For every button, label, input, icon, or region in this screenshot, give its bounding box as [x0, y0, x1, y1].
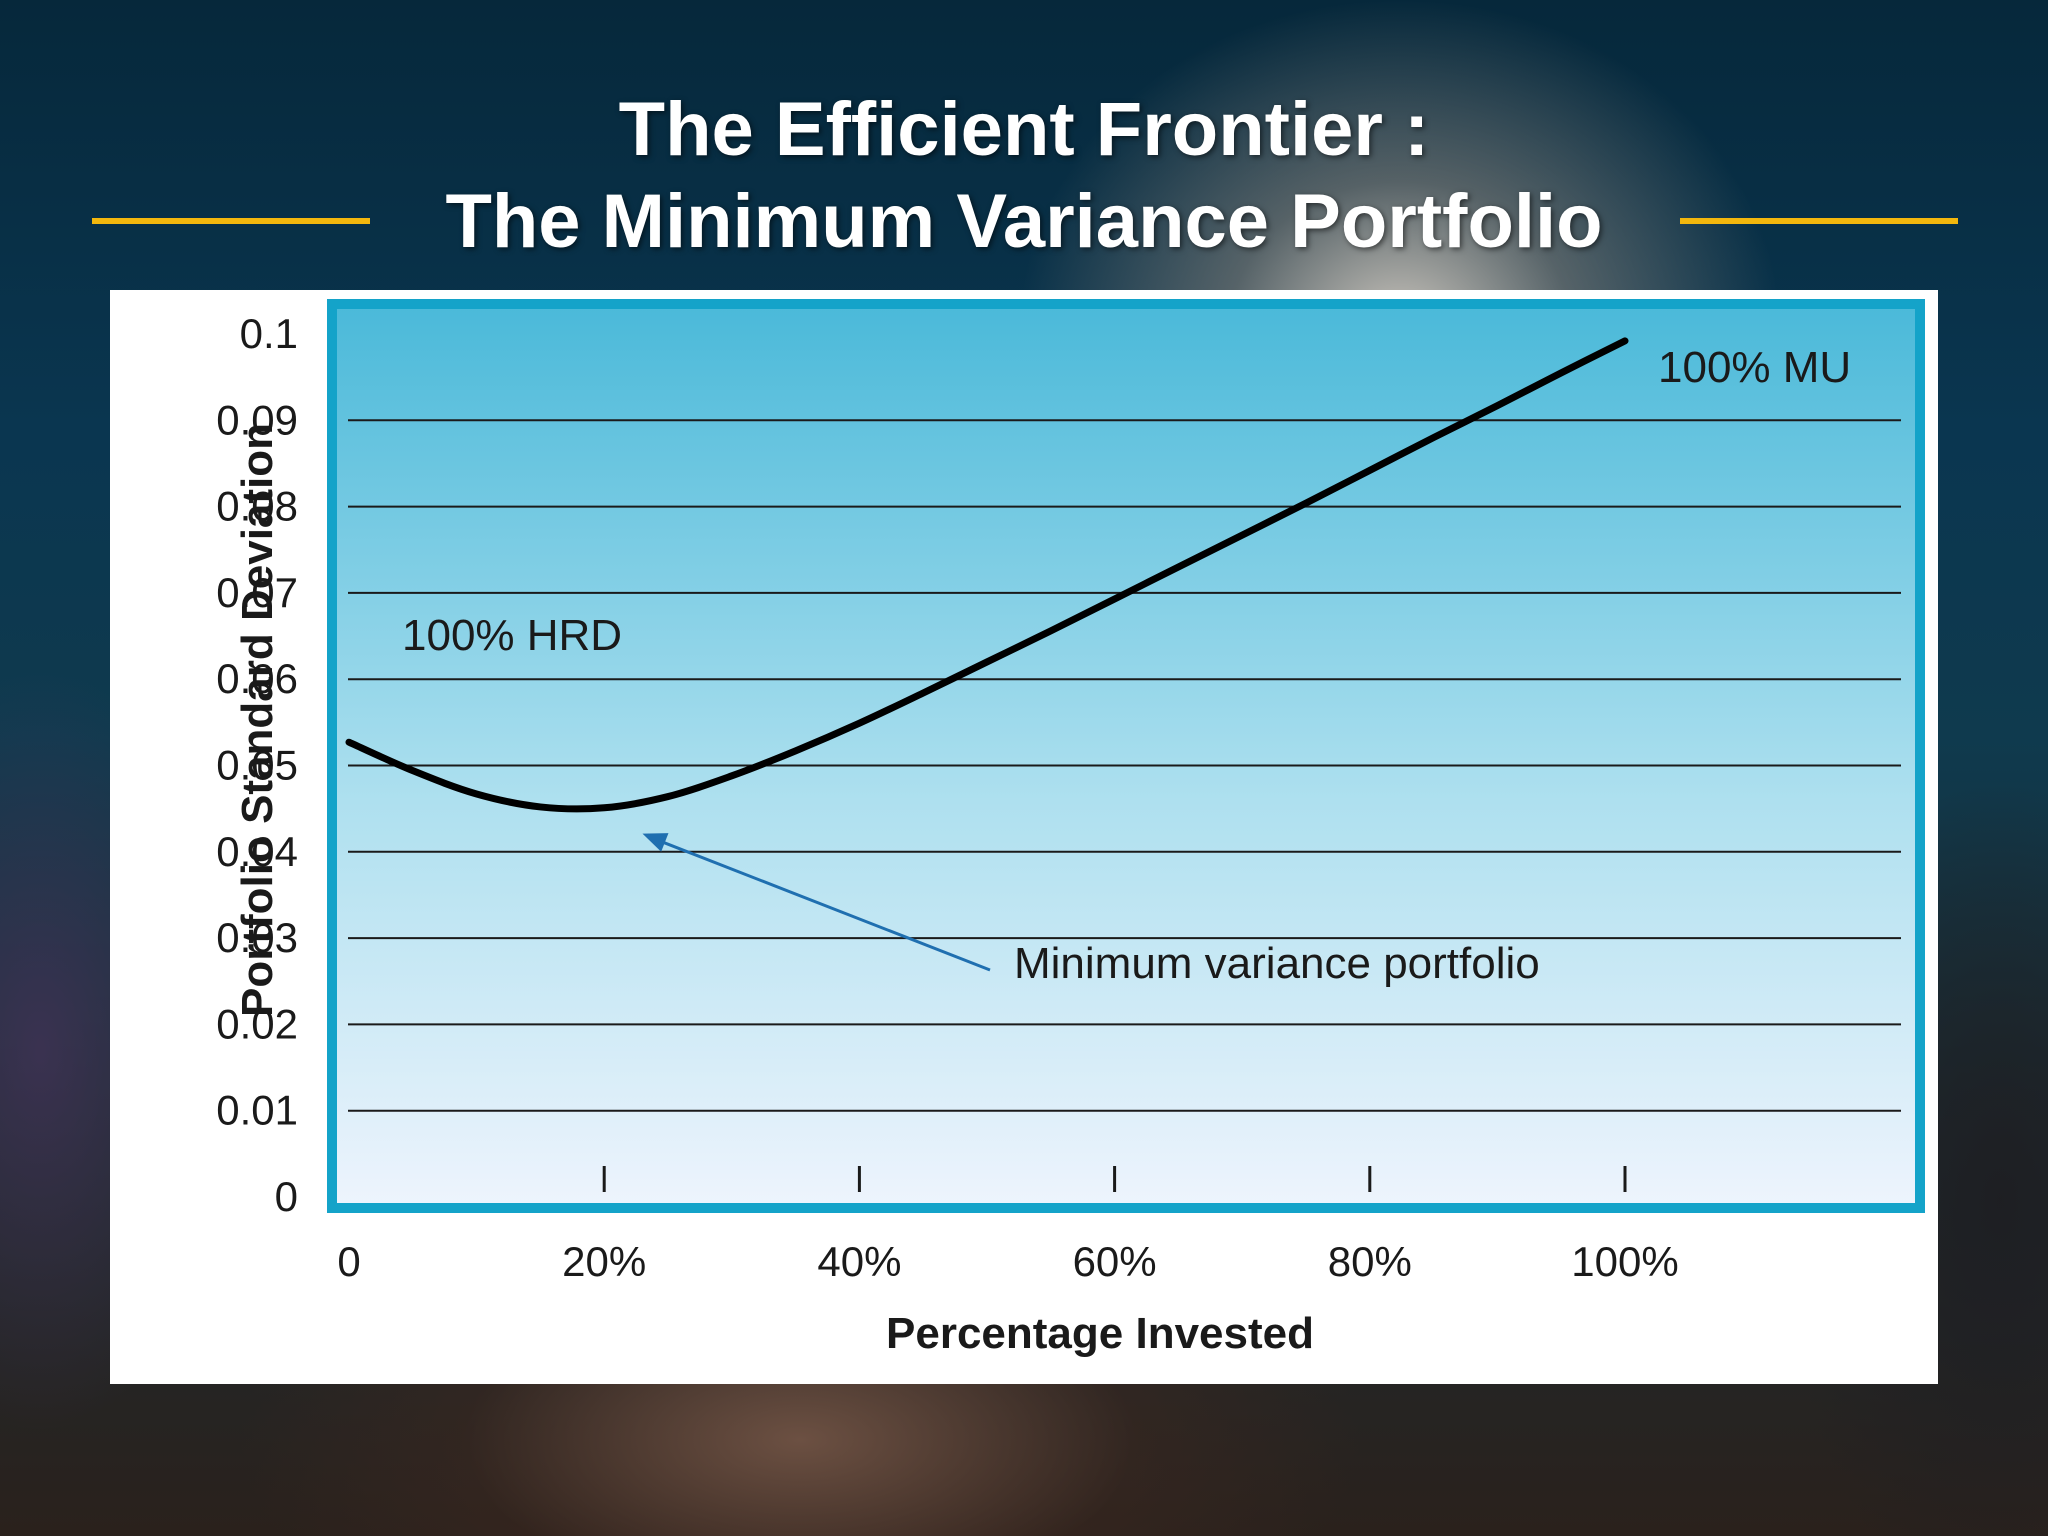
annotation-arrowhead	[642, 833, 669, 852]
y-tick-label: 0.1	[240, 310, 298, 357]
annotation-100-mu: 100% MU	[1658, 343, 1851, 392]
x-tick-labels: 0 20% 40% 60% 80% 100%	[337, 1166, 1679, 1285]
y-tick-label: 0.02	[216, 1000, 298, 1047]
slide-title-line-1: The Efficient Frontier :	[618, 87, 1430, 172]
y-tick-label: 0.07	[216, 569, 298, 616]
chart-card: 0 0.01 0.02 0.03 0.04 0.05 0.06 0.07 0.08 0.09 0.1…	[110, 290, 1938, 1384]
x-tick-label: 20%	[562, 1238, 646, 1285]
y-tick-label: 0	[275, 1173, 298, 1220]
title-rule-left	[92, 218, 370, 224]
y-tick-label: 0.04	[216, 828, 298, 875]
x-tick-label: 40%	[817, 1238, 901, 1285]
y-axis-title: Portfolio Standard Deviation	[233, 423, 282, 1017]
title-rule-right	[1680, 218, 1958, 224]
y-tick-label: 0.01	[216, 1087, 298, 1134]
y-tick-label: 0.06	[216, 655, 298, 702]
frontier-line	[345, 337, 1629, 813]
x-tick-label: 0	[337, 1238, 360, 1285]
y-tick-label: 0.09	[216, 396, 298, 443]
y-tick-label: 0.08	[216, 483, 298, 530]
annotations: 100% HRD 100% MU Minimum variance portfo…	[402, 343, 1851, 988]
y-tick-label: 0.05	[216, 742, 298, 789]
x-axis-title: Percentage Invested	[886, 1309, 1314, 1358]
series-layer	[345, 337, 1629, 972]
plot-area	[327, 299, 1925, 1213]
efficient-frontier-chart: 0 0.01 0.02 0.03 0.04 0.05 0.06 0.07 0.08 0.09 0.1…	[216, 299, 1925, 1358]
slide-title-line-2: The Minimum Variance Portfolio	[445, 179, 1603, 264]
y-tick-label: 0.03	[216, 914, 298, 961]
annotation-minimum-variance: Minimum variance portfolio	[1014, 939, 1540, 988]
annotation-100-hrd: 100% HRD	[402, 611, 622, 660]
x-tick-label: 60%	[1073, 1238, 1157, 1285]
x-tick-label: 100%	[1571, 1238, 1678, 1285]
x-tick-label: 80%	[1328, 1238, 1412, 1285]
annotation-arrow-line	[655, 838, 991, 972]
y-tick-labels: 0 0.01 0.02 0.03 0.04 0.05 0.06 0.07 0.08 0.09 0.1	[216, 310, 298, 1220]
